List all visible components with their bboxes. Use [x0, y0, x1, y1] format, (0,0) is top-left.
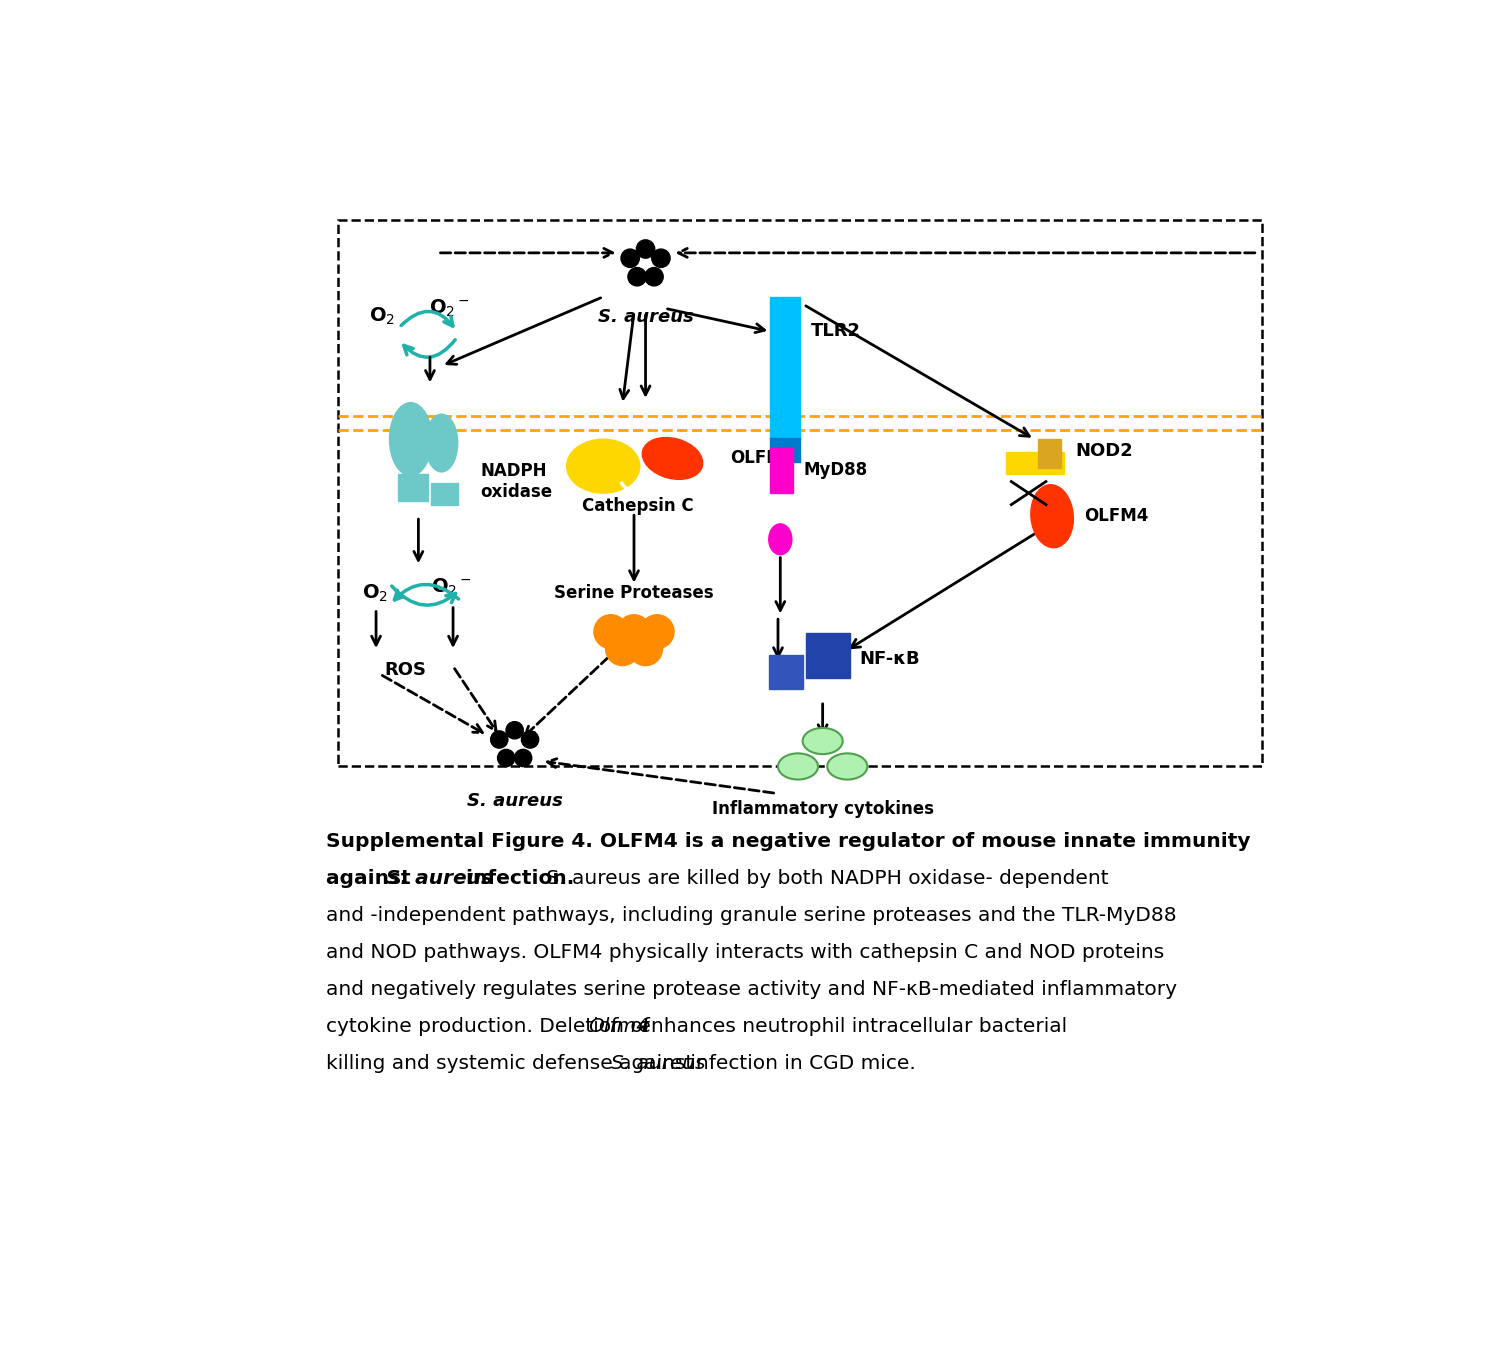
Text: NADPH
oxidase: NADPH oxidase — [480, 462, 552, 501]
Circle shape — [640, 614, 674, 648]
Circle shape — [628, 267, 646, 286]
Bar — [771, 437, 800, 462]
Text: O$_2$$^-$: O$_2$$^-$ — [429, 297, 470, 319]
Ellipse shape — [390, 402, 432, 475]
Bar — [771, 297, 800, 439]
Circle shape — [606, 632, 639, 666]
Text: cytokine production. Deletion of: cytokine production. Deletion of — [326, 1017, 657, 1035]
Bar — [1038, 439, 1062, 468]
Text: Serine Proteases: Serine Proteases — [554, 585, 714, 602]
Circle shape — [628, 632, 663, 666]
Ellipse shape — [426, 414, 458, 472]
Text: O$_2$: O$_2$ — [362, 583, 387, 603]
Text: infection in CGD mice.: infection in CGD mice. — [684, 1053, 916, 1073]
Text: S. aureus: S. aureus — [386, 869, 494, 888]
Text: and negatively regulates serine protease activity and NF-κB-mediated inflammator: and negatively regulates serine protease… — [326, 980, 1178, 999]
Bar — [806, 633, 850, 678]
Text: ROS: ROS — [384, 662, 426, 679]
Circle shape — [506, 722, 524, 738]
Ellipse shape — [802, 728, 843, 755]
Bar — [432, 483, 457, 505]
Bar — [771, 448, 794, 493]
Ellipse shape — [828, 753, 867, 779]
Text: NF-κB: NF-κB — [859, 649, 920, 668]
Text: O$_2$: O$_2$ — [369, 305, 394, 327]
Ellipse shape — [770, 524, 792, 555]
Circle shape — [498, 749, 514, 767]
Text: killing and systemic defense against: killing and systemic defense against — [326, 1053, 699, 1073]
Text: Supplemental Figure 4. OLFM4 is a negative regulator of mouse innate immunity: Supplemental Figure 4. OLFM4 is a negati… — [326, 832, 1251, 850]
Text: TLR2: TLR2 — [812, 323, 861, 340]
Circle shape — [616, 614, 651, 648]
Text: and -independent pathways, including granule serine proteases and the TLR-MyD88: and -independent pathways, including gra… — [326, 906, 1176, 925]
Bar — [338, 220, 1262, 767]
Text: Cathepsin C: Cathepsin C — [582, 497, 693, 514]
Text: MyD88: MyD88 — [804, 460, 867, 479]
Text: OLFM4: OLFM4 — [730, 450, 795, 467]
Text: S. aureus are killed by both NADPH oxidase- dependent: S. aureus are killed by both NADPH oxida… — [540, 869, 1108, 888]
Circle shape — [514, 749, 531, 767]
Circle shape — [636, 240, 654, 258]
Text: S. aureus: S. aureus — [610, 1053, 705, 1073]
Circle shape — [645, 267, 663, 286]
Text: S. aureus: S. aureus — [466, 792, 562, 810]
Circle shape — [522, 730, 538, 748]
Text: OLFM4: OLFM4 — [1084, 508, 1149, 525]
Text: NOD2: NOD2 — [1076, 441, 1132, 460]
Text: Inflammatory cytokines: Inflammatory cytokines — [711, 799, 933, 818]
Circle shape — [652, 250, 670, 267]
Bar — [1007, 452, 1064, 474]
Text: enhances neutrophil intracellular bacterial: enhances neutrophil intracellular bacter… — [633, 1017, 1068, 1035]
Ellipse shape — [778, 753, 818, 779]
Ellipse shape — [642, 437, 702, 479]
Ellipse shape — [1030, 485, 1074, 548]
Circle shape — [490, 730, 508, 748]
Ellipse shape — [567, 439, 640, 493]
Bar — [398, 474, 429, 501]
Text: O$_2$$^-$: O$_2$$^-$ — [430, 578, 472, 598]
Circle shape — [594, 614, 628, 648]
Text: and NOD pathways. OLFM4 physically interacts with cathepsin C and NOD proteins: and NOD pathways. OLFM4 physically inter… — [326, 942, 1164, 961]
Text: S. aureus: S. aureus — [597, 308, 693, 327]
Text: Olfm4: Olfm4 — [588, 1017, 650, 1035]
Circle shape — [621, 250, 639, 267]
Text: infection.: infection. — [459, 869, 574, 888]
Text: against: against — [326, 869, 417, 888]
Bar — [768, 655, 804, 690]
